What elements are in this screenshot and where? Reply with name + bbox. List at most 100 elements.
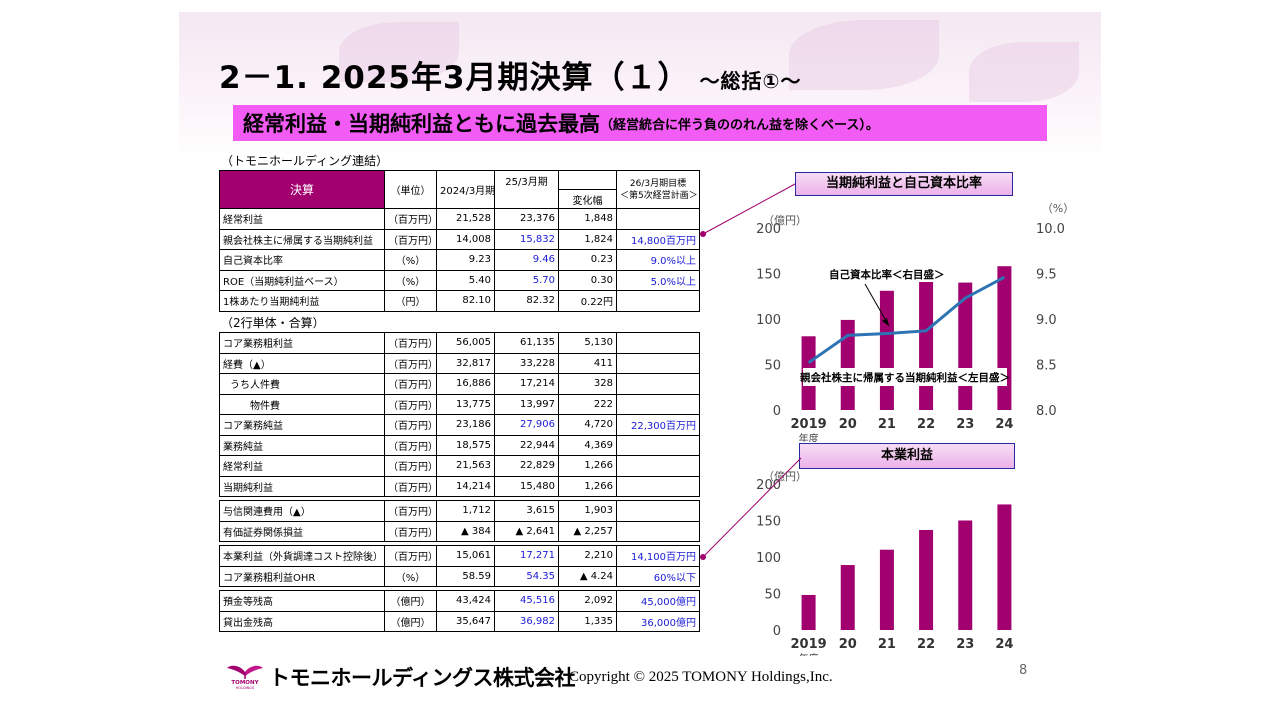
x-axis-label: 年度 [799,652,819,656]
cell-fy2025: 17,214 [494,373,559,395]
header-fy2024: 2024/3月期 [436,170,495,209]
cell-fy2025: 45,516 [494,590,559,612]
decor-leaf [789,20,939,90]
gap-cell [494,541,559,546]
cell-item: コア業務純益 [219,414,385,436]
x-tick-label: 21 [878,637,896,652]
cell-unit: （%） [384,565,437,587]
header-item: 決算 [219,170,385,209]
cell-change: 2,210 [558,545,617,567]
cell-item: 親会社株主に帰属する当期純利益 [219,228,385,250]
cell-fy2025: 15,832 [494,228,559,250]
cell-fy2025: 27,906 [494,414,559,436]
bar [997,504,1012,630]
cell-target [616,290,700,312]
cell-unit: （百万円） [384,208,437,230]
cell-change: ▲ 4.24 [558,565,617,587]
y2-tick-label: 9.5 [1036,268,1057,283]
cell-fy2024: ▲ 384 [436,520,495,542]
gap-cell [558,541,617,546]
bar [997,266,1012,410]
cell-change: 4,720 [558,414,617,436]
cell-unit: （億円） [384,590,437,612]
decor-leaf [969,42,1079,102]
header-target-line2: ＜第5次経営計画＞ [620,190,698,201]
cell-target: 60%以下 [616,565,700,587]
cell-target [616,352,700,374]
cell-fy2024: 21,528 [436,208,495,230]
table-gap [219,496,700,501]
cell-fy2025: 22,829 [494,455,559,477]
cell-fy2025: ▲ 2,641 [494,520,559,542]
x-tick-label: 2019 [790,417,826,432]
slide: 2－1. 2025年3月期決算（１） ～総括①～ 経常利益・当期純利益ともに過去最… [179,12,1101,698]
table-row: 預金等残高 （億円） 43,424 45,516 2,092 45,000億円 [219,590,700,612]
cell-fy2025: 15,480 [494,475,559,497]
cell-change: 0.30 [558,269,617,291]
table-row: 有価証券関係損益 （百万円） ▲ 384 ▲ 2,641 ▲ 2,257 [219,520,700,542]
page-number: 8 [1019,663,1028,678]
series-label-capital-ratio: 自己資本比率＜右目盛＞ [829,268,945,281]
y-tick-label: 50 [764,588,781,603]
cell-change: 328 [558,373,617,395]
cell-change: 0.23 [558,249,617,271]
x-tick-label: 23 [956,637,974,652]
company-name: トモニホールディングス株式会社 [269,666,576,690]
gap-cell [384,586,437,591]
table-row: ROE（当期純利益ベース） （%） 5.40 5.70 0.30 5.0%以上 [219,269,700,291]
x-tick-label: 20 [839,417,857,432]
cell-target: 5.0%以上 [616,269,700,291]
banks-rows: コア業務粗利益 （百万円） 56,005 61,135 5,130 経費（▲） （百万円） 3… [219,332,700,632]
gap-cell [436,586,495,591]
table-row: 経常利益 （百万円） 21,528 23,376 1,848 [219,208,700,230]
cell-change: 5,130 [558,332,617,354]
cell-item: 経常利益 [219,455,385,477]
header-change: 変化幅 [558,189,617,209]
series-label-net-income: 親会社株主に帰属する当期純利益＜左目盛＞ [800,371,1010,384]
cell-unit: （百万円） [384,332,437,354]
cell-unit: （百万円） [384,520,437,542]
cell-unit: （億円） [384,610,437,632]
copyright: Copyright © 2025 TOMONY Holdings,Inc. [569,669,833,685]
headline-note: （経営統合に伴う負ののれん益を除くベース）。 [600,117,879,133]
logo-text: TOMONY [231,680,259,686]
bar-label-bg [803,368,1007,386]
header-change-top [558,170,617,190]
consolidated-table: 決算 （単位） 2024/3月期 25/3月期 26/3月期目標 ＜第5次経営計… [219,170,700,312]
cell-fy2024: 56,005 [436,332,495,354]
cell-item: 業務純益 [219,434,385,456]
cell-unit: （百万円） [384,373,437,395]
y-tick-label: 0 [773,624,781,639]
bar [919,280,934,410]
banks-label: （2行単体・合算） [221,316,325,330]
cell-target: 14,100百万円 [616,545,700,567]
cell-fy2025: 23,376 [494,208,559,230]
cell-change: 0.22円 [558,290,617,312]
y-axis-unit: （億円） [763,214,807,227]
cell-fy2024: 1,712 [436,500,495,522]
cell-change: 4,369 [558,434,617,456]
consolidated-rows: 経常利益 （百万円） 21,528 23,376 1,848 親会社株主に帰属する当期純利… [219,208,700,312]
gap-cell [616,586,700,591]
cell-change: 1,848 [558,208,617,230]
cell-change: 2,092 [558,590,617,612]
y2-tick-label: 8.5 [1036,359,1057,374]
x-tick-label: 20 [839,637,857,652]
y2-axis-unit: （%） [1042,202,1074,215]
gap-cell [436,541,495,546]
cell-change: 222 [558,393,617,415]
cell-fy2025: 5.70 [494,269,559,291]
table-row: うち人件費 （百万円） 16,886 17,214 328 [219,373,700,395]
table-row: 自己資本比率 （%） 9.23 9.46 0.23 9.0%以上 [219,249,700,271]
cell-item: 経費（▲） [219,352,385,374]
cell-unit: （円） [384,290,437,312]
bar [919,529,934,630]
cell-fy2025: 33,228 [494,352,559,374]
bar [840,319,855,410]
cell-fy2025: 3,615 [494,500,559,522]
cell-fy2024: 82.10 [436,290,495,312]
cell-fy2024: 14,008 [436,228,495,250]
header-target-line1: 26/3月期目標 [629,178,687,189]
cell-target: 45,000億円 [616,590,700,612]
